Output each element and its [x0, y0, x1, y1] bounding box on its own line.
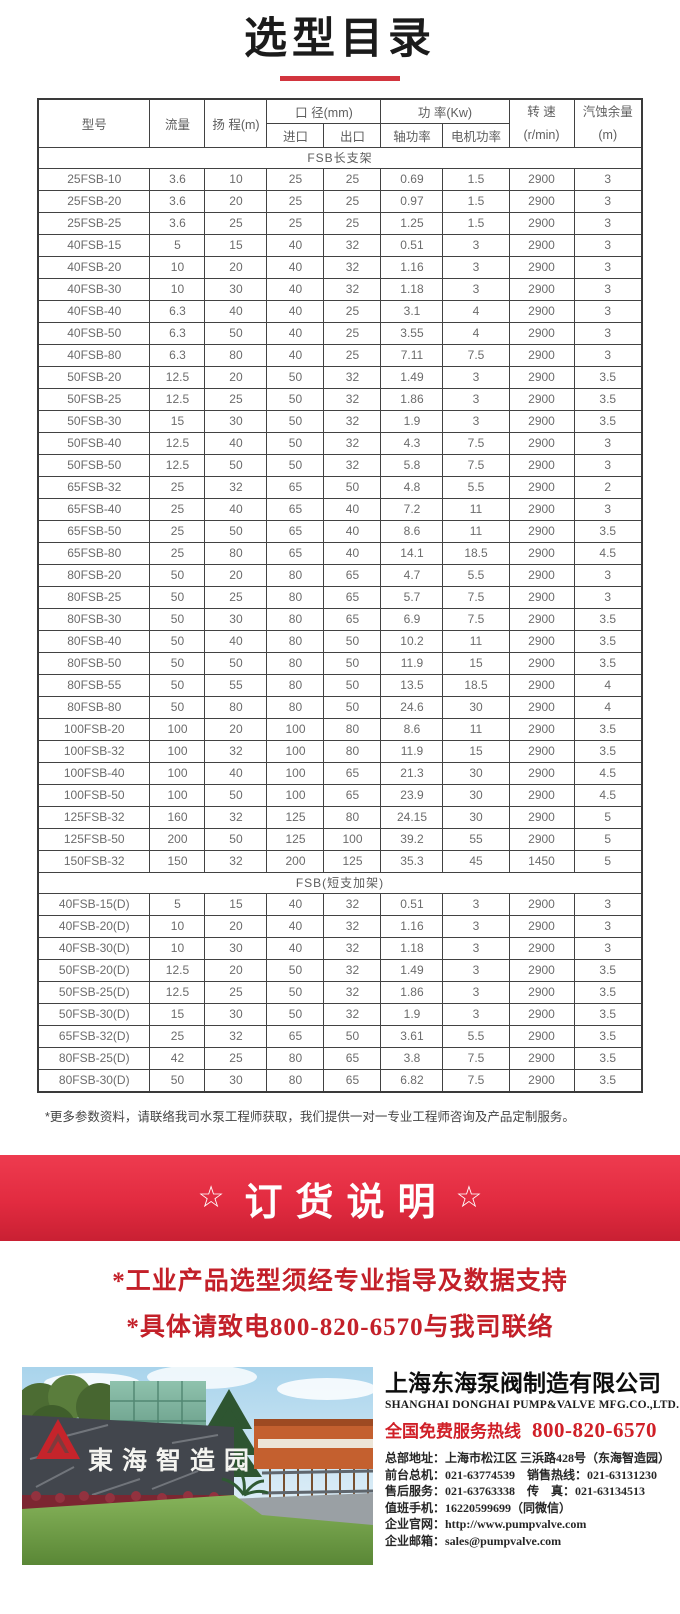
pump-spec-table: 型号 流量 扬 程(m) 口 径(mm) 功 率(Kw) 转 速 (r/min)… — [36, 98, 643, 1093]
table-row: 150FSB-32 150 32 200 125 35.3 45 1450 5 — [37, 850, 643, 873]
table-row: 100FSB-20 100 20 100 80 8.6 11 2900 3.5 — [37, 718, 643, 741]
contact-line: 前台总机：021-63774539 销售热线：021-63131230 — [385, 1467, 657, 1482]
table-row: 100FSB-40 100 40 100 65 21.3 30 2900 4.5 — [37, 762, 643, 785]
table-row: 125FSB-32 160 32 125 80 24.15 30 2900 5 — [37, 806, 643, 829]
table-row: 40FSB-15(D) 5 15 40 32 0.51 3 2900 3 — [37, 893, 643, 916]
col-header-outlet: 出口 — [323, 123, 382, 148]
col-header-npsh: 汽蚀余量 (m) — [573, 98, 643, 148]
photo-lawn — [22, 1495, 373, 1565]
table-row: 50FSB-50 12.5 50 50 32 5.8 7.5 2900 3 — [37, 454, 643, 477]
photo-sign-wall — [22, 1415, 234, 1509]
col-header-power: 功 率(Kw) — [380, 98, 510, 124]
table-row: 40FSB-15 5 15 40 32 0.51 3 2900 3 — [37, 234, 643, 257]
table-row: 50FSB-25(D) 12.5 25 50 32 1.86 3 2900 3.5 — [37, 981, 643, 1004]
table-row: 40FSB-20 10 20 40 32 1.16 3 2900 3 — [37, 256, 643, 279]
star-icon-right: ☆ — [455, 1181, 483, 1214]
table-row: 50FSB-40 12.5 40 50 32 4.3 7.5 2900 3 — [37, 432, 643, 455]
col-header-flow: 流量 — [149, 98, 206, 148]
photo-road — [228, 1493, 373, 1527]
table-row: 40FSB-50 6.3 50 40 25 3.55 4 2900 3 — [37, 322, 643, 345]
company-name-en: SHANGHAI DONGHAI PUMP&VALVE MFG.CO.,LTD. — [385, 1399, 680, 1411]
table-row: 65FSB-80 25 80 65 40 14.1 18.5 2900 4.5 — [37, 542, 643, 565]
table-row: 80FSB-80 50 80 80 50 24.6 30 2900 4 — [37, 696, 643, 719]
table-footnote: *更多参数资料，请联络我司水泵工程师获取，我们提供一对一专业工程师咨询及产品定制… — [45, 1110, 575, 1124]
notice-line-2: *具体请致电800-820-6570与我司联络 — [126, 1314, 554, 1341]
table-header: 型号 流量 扬 程(m) 口 径(mm) 功 率(Kw) 转 速 (r/min)… — [37, 98, 643, 148]
table-row: 80FSB-50 50 50 80 50 11.9 15 2900 3.5 — [37, 652, 643, 675]
table-row: 80FSB-55 50 55 80 50 13.5 18.5 2900 4 — [37, 674, 643, 697]
selection-notice: *工业产品选型须经专业指导及数据支持 *具体请致电800-820-6570与我司… — [0, 1259, 680, 1351]
table-row: 80FSB-30(D) 50 30 80 65 6.82 7.5 2900 3.5 — [37, 1069, 643, 1093]
company-contact-list: 总部地址：上海市松江区 三浜路428号（东海智造园） 前台总机：021-63774… — [385, 1450, 677, 1549]
col-header-inlet: 进口 — [266, 123, 325, 148]
table-row: 50FSB-25 12.5 25 50 32 1.86 3 2900 3.5 — [37, 388, 643, 411]
company-logo — [36, 1419, 80, 1459]
company-photo: 東海智造园 — [22, 1367, 373, 1565]
contact-line: 总部地址：上海市松江区 三浜路428号（东海智造园） — [385, 1451, 671, 1465]
table-row: 40FSB-20(D) 10 20 40 32 1.16 3 2900 3 — [37, 915, 643, 938]
table-row: 25FSB-20 3.6 20 25 25 0.97 1.5 2900 3 — [37, 190, 643, 213]
table-row: 65FSB-32(D) 25 32 65 50 3.61 5.5 2900 3.5 — [37, 1025, 643, 1048]
table-section-row: FSB长支架 — [37, 147, 643, 169]
table-row: 100FSB-32 100 32 100 80 11.9 15 2900 3.5 — [37, 740, 643, 763]
table-row: 50FSB-30(D) 15 30 50 32 1.9 3 2900 3.5 — [37, 1003, 643, 1026]
service-hotline: 全国免费服务热线 800-820-6570 — [385, 1417, 677, 1443]
photo-palm — [221, 1467, 269, 1497]
contact-line: 企业邮箱：sales@pumpvalve.com — [385, 1533, 562, 1548]
table-row: 40FSB-80 6.3 80 40 25 7.11 7.5 2900 3 — [37, 344, 643, 367]
col-header-motor-power: 电机功率 — [442, 123, 510, 148]
title-underline — [280, 76, 400, 81]
notice-line-1: *工业产品选型须经专业指导及数据支持 — [112, 1268, 568, 1295]
table-row: 50FSB-20(D) 12.5 20 50 32 1.49 3 2900 3.5 — [37, 959, 643, 982]
table-section-row: FSB(短支加架) — [37, 872, 643, 894]
company-info: 上海东海泵阀制造有限公司 SHANGHAI DONGHAI PUMP&VALVE… — [385, 1367, 680, 1565]
table-row: 65FSB-32 25 32 65 50 4.8 5.5 2900 2 — [37, 476, 643, 499]
table-row: 80FSB-40 50 40 80 50 10.2 11 2900 3.5 — [37, 630, 643, 653]
order-banner-title: 订货说明 — [244, 1181, 449, 1224]
park-sign-text: 東海智造园 — [88, 1446, 258, 1475]
table-row: 80FSB-25(D) 42 25 80 65 3.8 7.5 2900 3.5 — [37, 1047, 643, 1070]
col-header-diameter: 口 径(mm) — [266, 98, 382, 124]
table-row: 100FSB-50 100 50 100 65 23.9 30 2900 4.5 — [37, 784, 643, 807]
table-row: 40FSB-40 6.3 40 40 25 3.1 4 2900 3 — [37, 300, 643, 323]
page-title: 选型目录 — [244, 15, 436, 63]
table-row: 40FSB-30(D) 10 30 40 32 1.18 3 2900 3 — [37, 937, 643, 960]
col-header-shaft-power: 轴功率 — [380, 123, 444, 148]
col-header-model: 型号 — [37, 98, 151, 148]
table-row: 40FSB-30 10 30 40 32 1.18 3 2900 3 — [37, 278, 643, 301]
table-row: 65FSB-40 25 40 65 40 7.2 11 2900 3 — [37, 498, 643, 521]
table-row: 65FSB-50 25 50 65 40 8.6 11 2900 3.5 — [37, 520, 643, 543]
table-row: 25FSB-10 3.6 10 25 25 0.69 1.5 2900 3 — [37, 168, 643, 191]
table-row: 80FSB-30 50 30 80 65 6.9 7.5 2900 3.5 — [37, 608, 643, 631]
hotline-label: 全国免费服务热线 — [385, 1422, 521, 1441]
hotline-number: 800-820-6570 — [532, 1418, 657, 1442]
company-name: 上海东海泵阀制造有限公司 — [385, 1370, 661, 1396]
table-row: 125FSB-50 200 50 125 100 39.2 55 2900 5 — [37, 828, 643, 851]
spec-table-body: FSB长支架 25FSB-10 3.6 10 25 25 0.69 1.5 2900 3 25FSB… — [37, 147, 643, 1093]
table-row: 50FSB-20 12.5 20 50 32 1.49 3 2900 3.5 — [37, 366, 643, 389]
company-section: 東海智造园 上海东海泵阀制造有限公司 SHANGHAI DONGHAI PUMP… — [22, 1367, 680, 1565]
table-row: 25FSB-25 3.6 25 25 25 1.25 1.5 2900 3 — [37, 212, 643, 235]
col-header-head: 扬 程(m) — [204, 98, 268, 148]
table-row: 80FSB-25 50 25 80 65 5.7 7.5 2900 3 — [37, 586, 643, 609]
table-row: 50FSB-30 15 30 50 32 1.9 3 2900 3.5 — [37, 410, 643, 433]
contact-line: 值班手机：16220599699（同微信） — [385, 1500, 572, 1515]
contact-line: 企业官网：http://www.pumpvalve.com — [385, 1517, 587, 1531]
order-banner: ☆ 订货说明 ☆ — [0, 1155, 680, 1241]
contact-line: 售后服务：021-63763338 传 真：021-63134513 — [385, 1484, 645, 1498]
table-row: 80FSB-20 50 20 80 65 4.7 5.5 2900 3 — [37, 564, 643, 587]
col-header-speed: 转 速 (r/min) — [508, 98, 575, 148]
star-icon-left: ☆ — [197, 1181, 225, 1214]
